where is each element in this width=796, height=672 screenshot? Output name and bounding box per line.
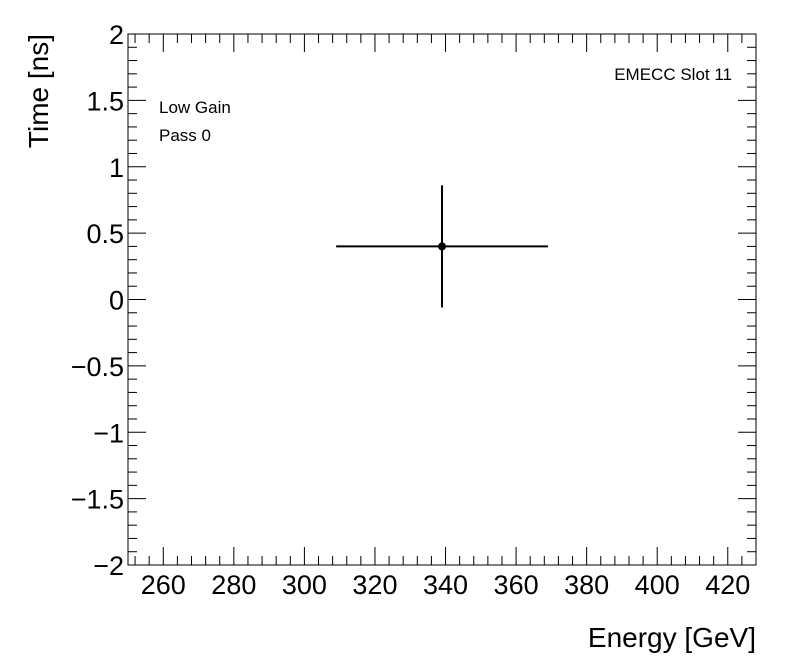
annotation-gain: Low Gain [159,98,231,117]
y-tick-label: −1.5 [71,485,124,515]
data-point-group [336,185,548,308]
y-tick-label: −2 [93,551,124,581]
x-axis-tick-labels: 260 280 300 320 340 360 380 400 420 [141,570,751,600]
y-axis-tick-labels: −2 −1.5 −1 −0.5 0 0.5 1 1.5 2 [71,20,124,581]
y-tick-label: −0.5 [71,352,124,382]
x-tick-label: 420 [705,570,750,600]
x-tick-label: 280 [211,570,256,600]
annotation-pass: Pass 0 [159,126,211,145]
x-tick-label: 260 [141,570,186,600]
y-axis-title: Time [ns] [23,34,54,148]
y-tick-label: −1 [93,418,124,448]
y-tick-label: 0.5 [86,219,124,249]
x-tick-label: 380 [564,570,609,600]
y-tick-label: 0 [109,286,124,316]
x-axis-ticks [134,34,757,565]
y-tick-label: 2 [109,20,124,50]
x-tick-label: 300 [282,570,327,600]
x-tick-label: 320 [352,570,397,600]
x-tick-label: 340 [423,570,468,600]
x-axis-title: Energy [GeV] [588,622,756,653]
x-tick-label: 400 [635,570,680,600]
x-tick-label: 360 [494,570,539,600]
y-tick-label: 1.5 [86,86,124,116]
y-axis-ticks [128,33,756,566]
data-point-marker [438,242,446,251]
data-points [336,185,548,308]
y-tick-label: 1 [109,153,124,183]
annotation-slot: EMECC Slot 11 [614,65,732,84]
